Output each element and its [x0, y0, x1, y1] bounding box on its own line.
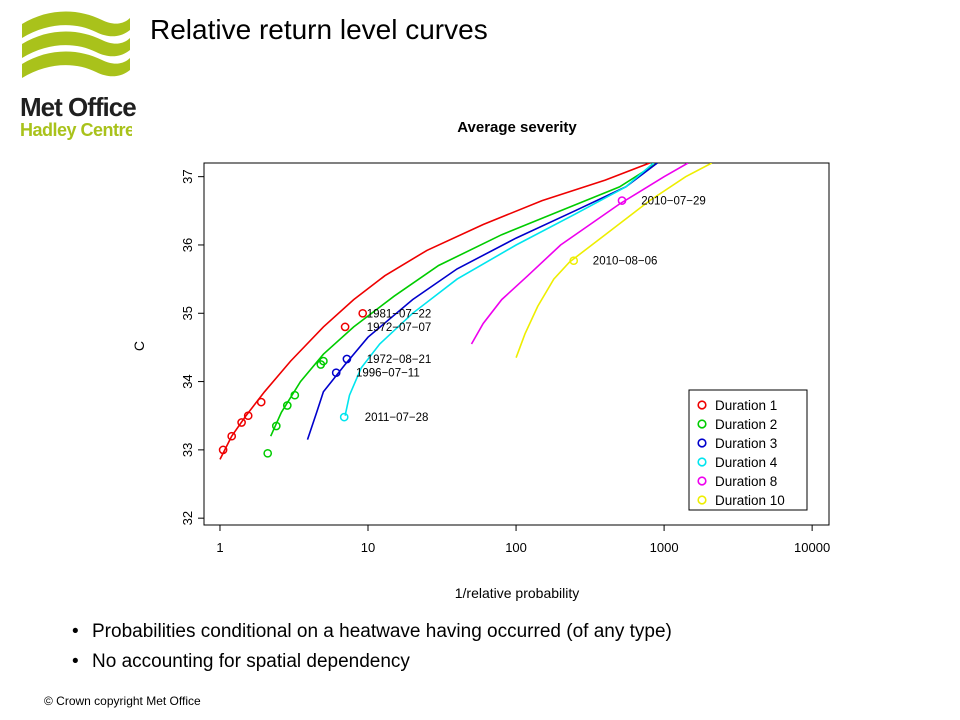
data-point [218, 445, 228, 455]
data-point [617, 196, 627, 205]
series-line-duration-2 [269, 163, 658, 437]
bullet-item: • No accounting for spatial dependency [72, 651, 410, 672]
legend-marker [697, 419, 707, 429]
bullet-item: • Probabilities conditional on a heatwave… [72, 621, 672, 642]
data-point [243, 411, 253, 421]
x-tick-label: 10000 [794, 540, 830, 555]
y-tick-label: 35 [180, 306, 195, 320]
series-line-duration-3 [306, 163, 658, 440]
legend-marker [697, 476, 707, 486]
legend-label: Duration 1 [715, 398, 777, 413]
x-tick-label: 1 [216, 540, 223, 555]
chart-title: Average severity [457, 119, 577, 136]
legend-label: Duration 2 [715, 417, 777, 432]
date-annotation: 1981−07−22 [367, 308, 432, 320]
y-tick-label: 32 [180, 511, 195, 525]
data-point [237, 418, 246, 427]
data-point [569, 256, 579, 266]
data-point [339, 412, 349, 422]
copyright-notice: © Crown copyright Met Office [44, 694, 201, 708]
data-point [263, 448, 273, 458]
bullet-list: • Probabilities conditional on a heatwave… [72, 617, 672, 677]
legend-marker [697, 495, 707, 505]
x-tick-label: 10 [361, 540, 375, 555]
series-line-duration-1 [219, 163, 650, 460]
date-annotation: 2010−08−06 [593, 256, 658, 268]
data-point [290, 390, 300, 400]
data-point [340, 322, 350, 332]
logo-text-met-office: Met Office [20, 92, 137, 122]
data-point [331, 368, 341, 378]
data-point [271, 421, 281, 431]
x-axis-label: 1/relative probability [455, 585, 580, 601]
date-annotation: 1972−08−21 [367, 354, 432, 366]
data-point [282, 401, 292, 410]
date-annotation: 2011−07−28 [365, 412, 429, 424]
date-annotation: 1996−07−11 [356, 368, 420, 380]
y-tick-label: 37 [180, 169, 195, 183]
series-line-duration-8 [470, 163, 689, 345]
x-tick-label: 100 [505, 540, 527, 555]
y-axis-label: C [131, 341, 147, 351]
y-tick-label: 36 [180, 238, 195, 252]
legend-box [688, 389, 808, 511]
legend-label: Duration 10 [715, 493, 785, 508]
slide-title: Relative return level curves [150, 14, 488, 45]
data-point [342, 354, 352, 364]
wave-logo-icon [22, 11, 130, 78]
legend-marker [697, 400, 707, 410]
data-point [358, 308, 368, 318]
chart-legend: Duration 1 Duration 2 Duration 3 Duration 4… [688, 389, 808, 511]
legend-marker [697, 438, 707, 448]
y-tick-label: 34 [180, 374, 195, 388]
legend-label: Duration 3 [715, 436, 777, 451]
date-annotation: 1972−07−07 [367, 322, 432, 334]
return-level-chart: Average severity 1981−07−22 1972−07−07 197… [131, 119, 830, 601]
series-line-duration-4 [344, 163, 655, 416]
data-point [227, 431, 237, 441]
data-point [256, 397, 266, 407]
met-office-logo: Met Office Hadley Centre [20, 10, 140, 140]
y-tick-label: 33 [180, 443, 195, 457]
data-point [319, 356, 328, 366]
legend-label: Duration 4 [715, 455, 778, 470]
logo-text-hadley-centre: Hadley Centre [20, 120, 132, 140]
x-tick-label: 1000 [650, 540, 679, 555]
legend-label: Duration 8 [715, 474, 777, 489]
legend-marker [697, 457, 707, 467]
date-annotation: 2010−07−29 [641, 196, 706, 208]
